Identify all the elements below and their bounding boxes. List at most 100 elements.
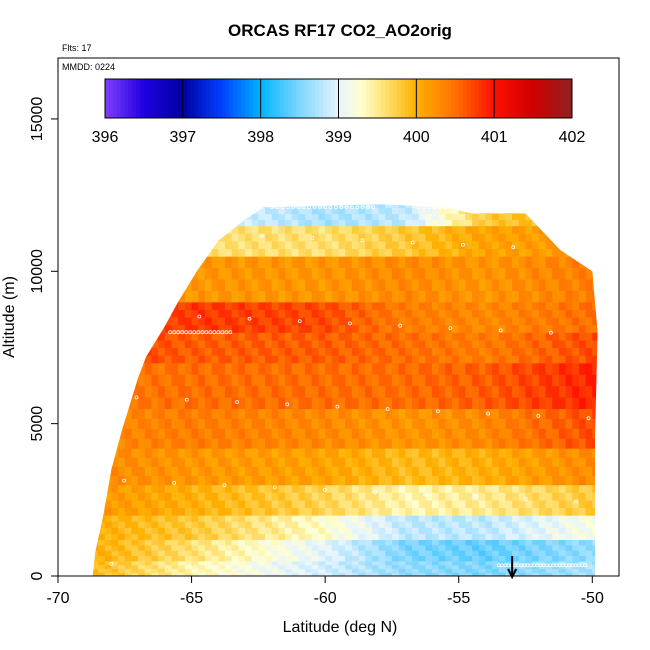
heatmap-cell [298, 475, 306, 486]
heatmap-cell [465, 213, 473, 221]
heatmap-cell [385, 550, 393, 557]
heatmap-cell [92, 564, 99, 569]
heatmap-cell [92, 507, 99, 516]
colorbar-segment [439, 79, 445, 118]
heatmap-cell [492, 225, 500, 234]
heatmap-cell [592, 428, 598, 439]
heatmap-cell [532, 418, 540, 429]
chart-title: ORCAS RF17 CO2_AO2orig [228, 21, 452, 40]
heatmap-cell [505, 219, 513, 227]
heatmap-cell [218, 408, 226, 419]
heatmap-cell [131, 324, 139, 333]
flight-marker [486, 411, 491, 416]
heatmap-cell [124, 555, 133, 562]
heatmap-cell [452, 396, 460, 410]
heatmap-cell [104, 385, 113, 398]
heatmap-cell [358, 301, 366, 310]
heatmap-cell [432, 438, 440, 449]
heatmap-cell [545, 572, 553, 577]
heatmap-cell [345, 324, 353, 333]
heatmap-cell [358, 385, 366, 398]
heatmap-cell [425, 499, 433, 509]
heatmap-cell [85, 466, 92, 476]
heatmap-cell [178, 533, 186, 541]
heatmap-cell [465, 466, 473, 477]
heatmap-cell [291, 492, 300, 501]
heatmap-cell [104, 560, 113, 566]
heatmap-cell [85, 438, 92, 449]
heatmap-cell [525, 448, 533, 458]
heatmap-cell [525, 362, 533, 375]
heatmap-cell [218, 533, 226, 541]
heatmap-cell [151, 233, 159, 242]
heatmap-cell [585, 233, 593, 242]
heatmap-cell [251, 256, 259, 269]
heatmap-cell [558, 475, 567, 486]
heatmap-cell [151, 475, 159, 486]
heatmap-cell [231, 428, 239, 439]
heatmap-cell [518, 527, 527, 534]
heatmap-cell [498, 290, 507, 303]
heatmap-cell [164, 396, 173, 410]
heatmap-cell [592, 213, 598, 221]
colorbar-segment [287, 79, 293, 118]
heatmap-cell [331, 267, 340, 280]
heatmap-cell [331, 248, 340, 257]
heatmap-cell [111, 324, 119, 333]
heatmap-cell [472, 207, 480, 214]
heatmap-cell [238, 204, 246, 208]
heatmap-cell [398, 521, 406, 528]
heatmap-cell [351, 324, 360, 333]
heatmap-cell [411, 256, 420, 269]
heatmap-cell [578, 572, 587, 577]
heatmap-cell [418, 560, 426, 566]
heatmap-cell [578, 225, 587, 234]
heatmap-cell [118, 396, 126, 410]
heatmap-cell [558, 550, 567, 557]
heatmap-cell [592, 484, 598, 493]
heatmap-cell [411, 248, 420, 257]
heatmap-cell [191, 499, 199, 509]
heatmap-cell [238, 309, 246, 318]
heatmap-cell [599, 457, 606, 467]
heatmap-cell [405, 374, 413, 387]
heatmap-cell [432, 555, 440, 562]
heatmap-cell [204, 240, 213, 250]
heatmap-cell [545, 550, 553, 557]
heatmap-cell [599, 279, 606, 291]
heatmap-cell [572, 555, 580, 562]
heatmap-cell [98, 448, 106, 458]
heatmap-cell [398, 339, 406, 349]
heatmap-cell [111, 564, 119, 569]
heatmap-cell [445, 550, 453, 557]
heatmap-cell [405, 438, 413, 449]
heatmap-cell [171, 568, 179, 573]
heatmap-cell [445, 499, 453, 509]
heatmap-cell [478, 533, 487, 541]
heatmap-cell [118, 385, 126, 398]
colorbar-segment [346, 79, 351, 118]
heatmap-cell [525, 539, 533, 546]
heatmap-cell [371, 572, 380, 577]
heatmap-cell [351, 290, 360, 303]
heatmap-cell [151, 347, 159, 356]
heatmap-cell [285, 332, 293, 341]
heatmap-cell [245, 564, 253, 569]
heatmap-cell [338, 290, 346, 303]
heatmap-cell [224, 207, 233, 214]
heatmap-cell [131, 213, 139, 221]
heatmap-cell [325, 317, 333, 326]
heatmap-cell [331, 396, 340, 410]
heatmap-cell [599, 332, 606, 340]
heatmap-cell [258, 475, 266, 486]
heatmap-cell [298, 324, 306, 333]
heatmap-cell [558, 256, 567, 269]
heatmap-cell [311, 544, 320, 551]
heatmap-cell [184, 550, 193, 557]
heatmap-cell [391, 527, 400, 534]
heatmap-cell [398, 362, 406, 375]
heatmap-cell [191, 332, 199, 341]
heatmap-cell [585, 466, 593, 477]
heatmap-cell [472, 568, 480, 573]
heatmap-cell [525, 225, 533, 234]
